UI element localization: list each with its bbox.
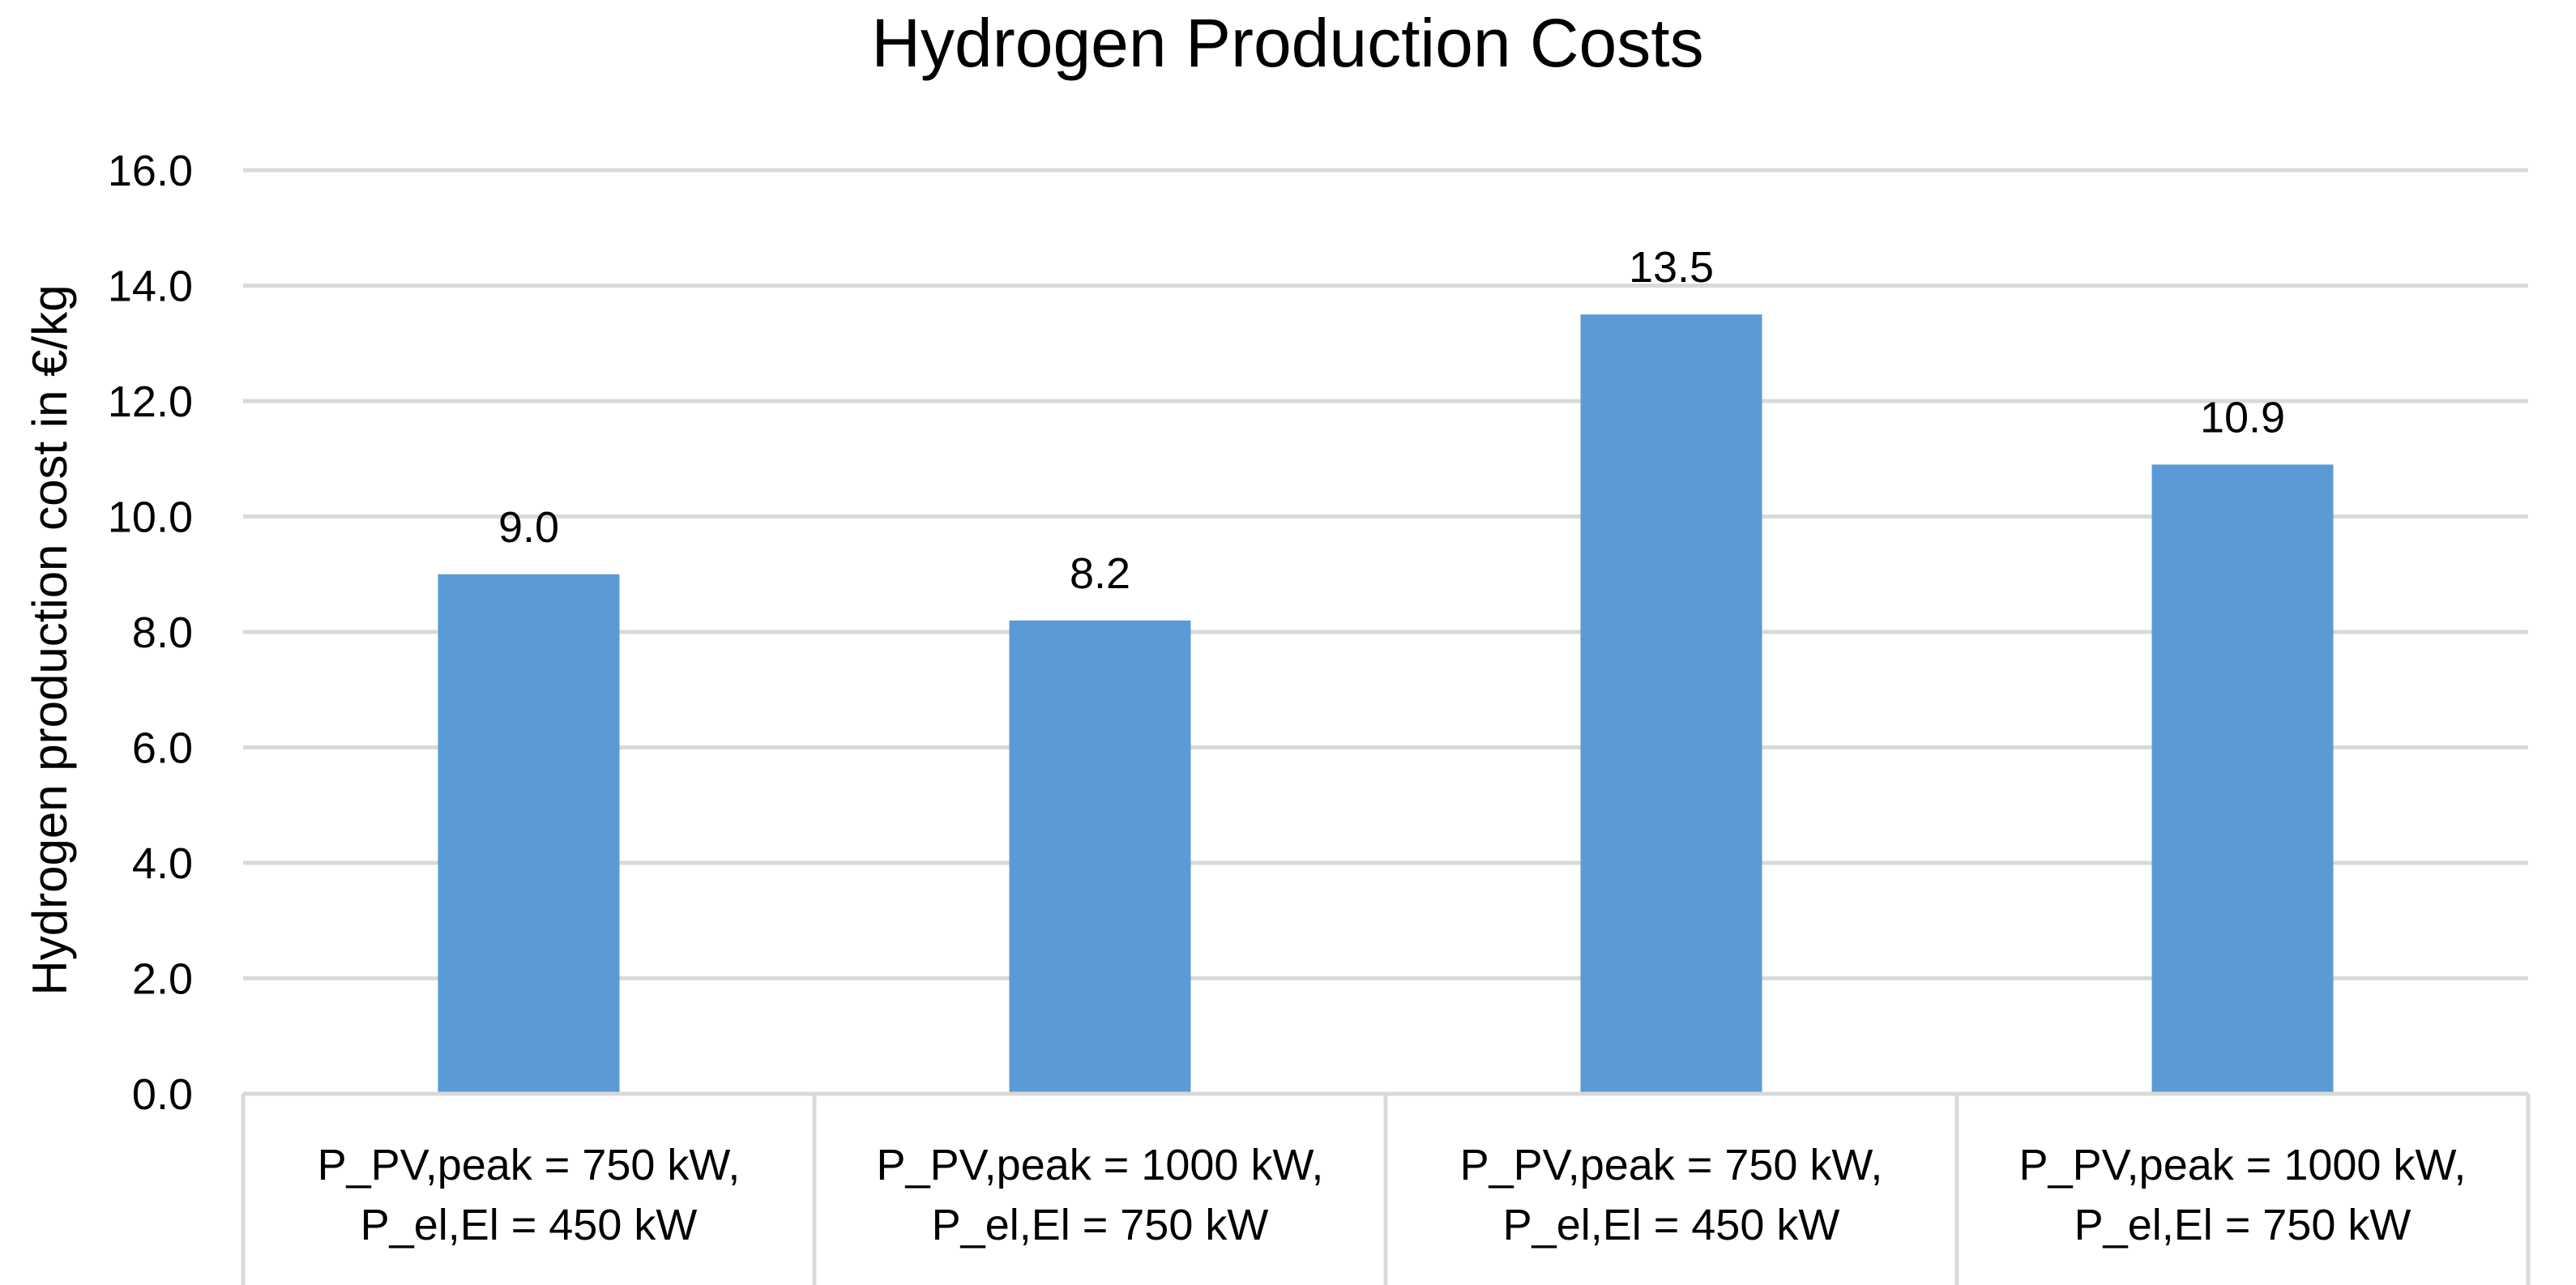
x-tick-label: P_PV,peak = 750 kW,	[1460, 1141, 1883, 1189]
x-tick-label: P_el,El = 750 kW	[2074, 1201, 2412, 1249]
x-tick-label: P_el,El = 450 kW	[1503, 1201, 1840, 1249]
x-tick-label: P_PV,peak = 1000 kW,	[877, 1141, 1324, 1189]
y-tick-label: 8.0	[132, 608, 193, 657]
chart-title: Hydrogen Production Costs	[871, 5, 1703, 81]
y-tick-label: 16.0	[108, 147, 193, 195]
x-axis: P_PV,peak = 750 kW, P_el,El = 450 kW P_PV,…	[241, 1091, 2531, 1285]
x-tick-label: P_PV,peak = 1000 kW,	[2019, 1141, 2467, 1189]
y-tick-label: 6.0	[132, 724, 193, 773]
data-label: 8.2	[1070, 549, 1130, 598]
x-tick-label: P_el,El = 750 kW	[932, 1201, 1269, 1249]
data-label: 10.9	[2200, 393, 2285, 442]
bar	[2151, 464, 2334, 1094]
y-tick-label: 14.0	[108, 263, 193, 311]
y-tick-label: 2.0	[132, 955, 193, 1004]
y-axis-ticks: 0.0 2.0 4.0 6.0 8.0 10.0 12.0 14.0 16.0	[108, 147, 193, 1119]
data-labels: 9.0 8.2 13.5 10.9	[498, 243, 2285, 598]
bars	[438, 314, 2334, 1094]
data-label: 13.5	[1629, 243, 1714, 292]
gridlines	[243, 168, 2528, 980]
y-axis-label: Hydrogen production cost in €/kg	[23, 284, 77, 995]
bar	[438, 574, 620, 1094]
y-tick-label: 10.0	[108, 493, 193, 542]
bar	[1580, 314, 1762, 1094]
bar	[1009, 620, 1191, 1094]
x-tick-label: P_el,El = 450 kW	[361, 1201, 698, 1249]
y-tick-label: 0.0	[132, 1070, 193, 1119]
data-label: 9.0	[498, 503, 559, 552]
y-tick-label: 4.0	[132, 839, 193, 888]
y-tick-label: 12.0	[108, 378, 193, 426]
x-tick-label: P_PV,peak = 750 kW,	[318, 1141, 741, 1189]
